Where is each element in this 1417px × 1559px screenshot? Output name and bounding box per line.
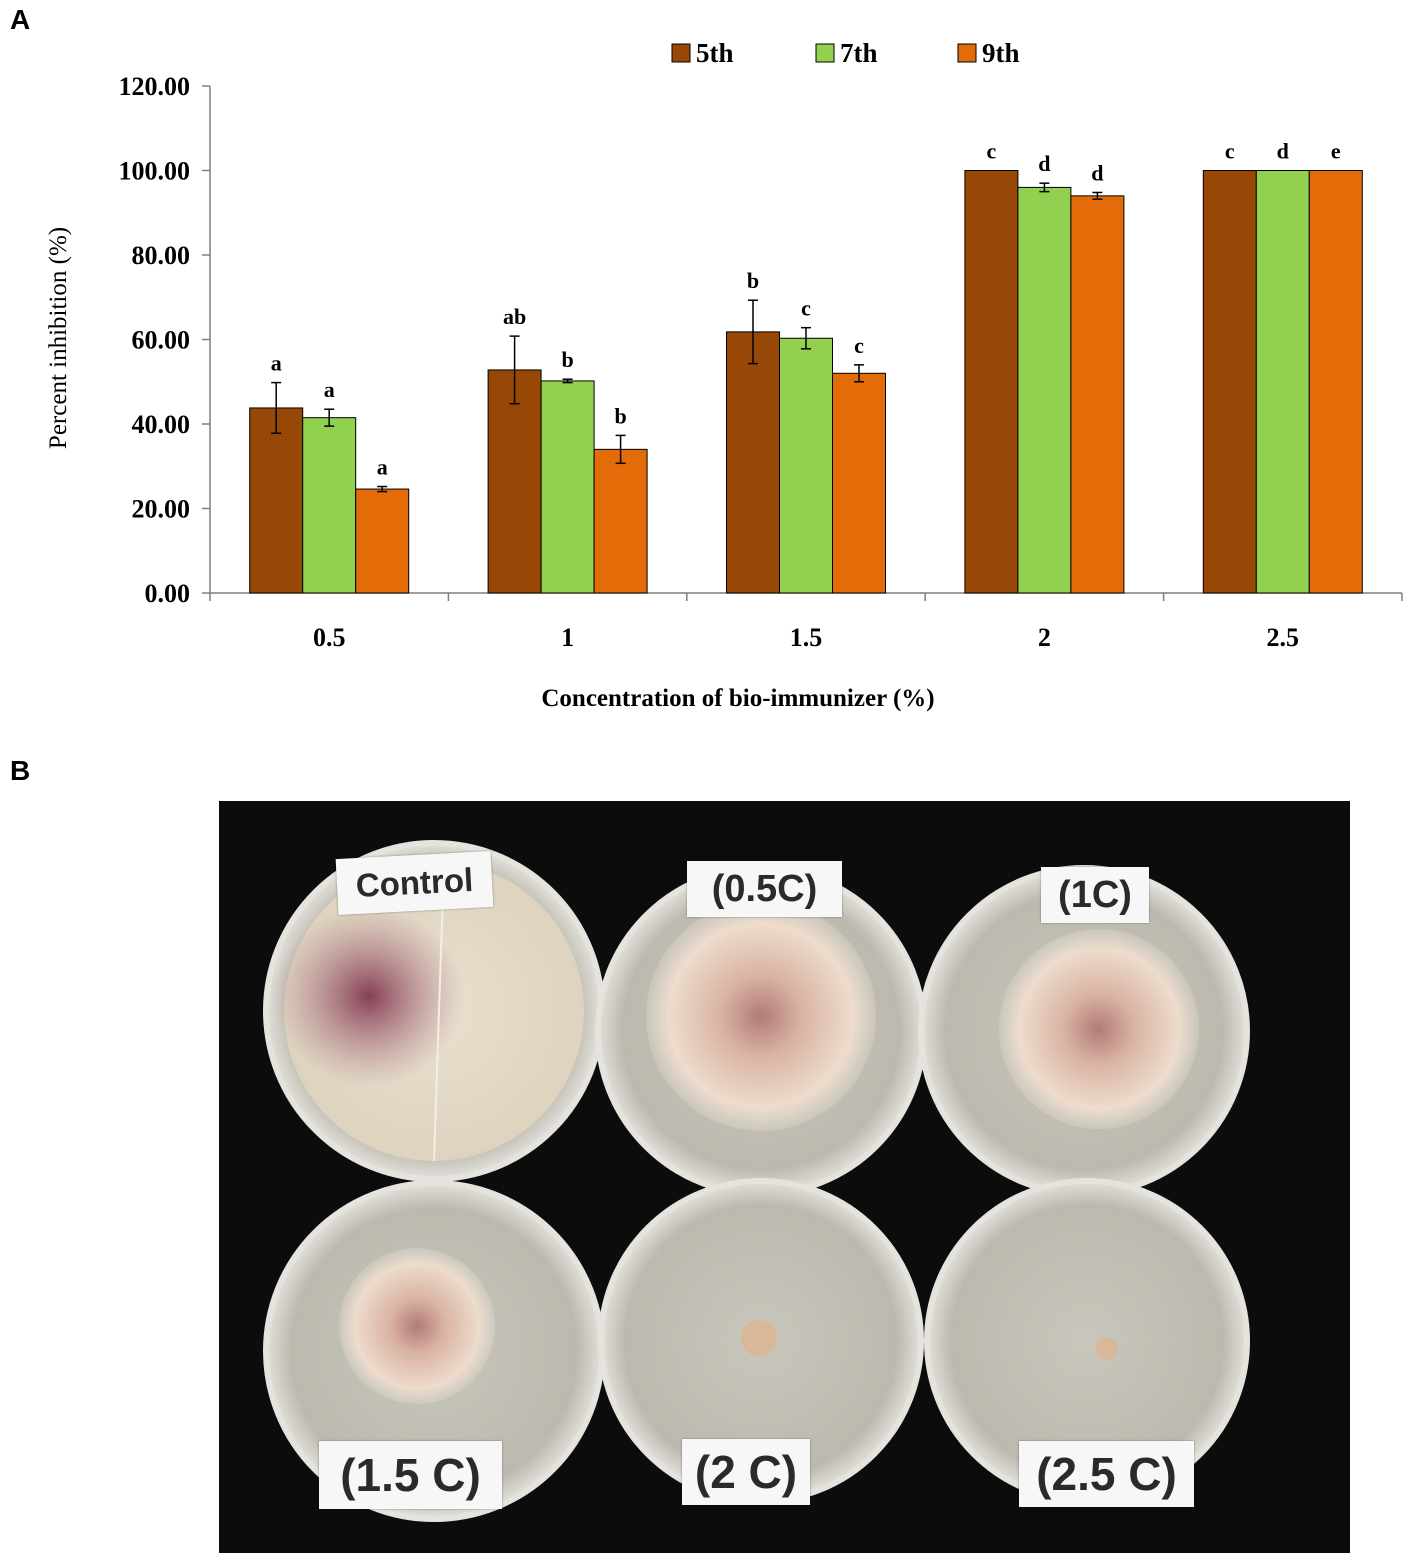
significance-letter: e <box>1331 139 1341 164</box>
significance-letter: a <box>377 455 388 480</box>
plate-label-1c: (1C) <box>1041 867 1149 923</box>
bar <box>487 369 542 594</box>
bar <box>249 407 304 594</box>
significance-letter: c <box>801 296 811 321</box>
legend-swatch <box>957 43 977 63</box>
bar-group: a a a ab b b b c c c d d c d e <box>249 139 1363 594</box>
legend-swatch <box>671 43 691 63</box>
legend-entry: 7th <box>840 38 878 68</box>
plate-1-5c <box>263 1180 605 1522</box>
plate-control <box>263 840 605 1182</box>
panel-b-label: B <box>10 755 31 786</box>
bar <box>1070 195 1125 594</box>
significance-letter: b <box>614 403 626 428</box>
plate-1c <box>918 865 1250 1197</box>
bar <box>1017 186 1072 594</box>
bar <box>964 170 1019 594</box>
legend-entry: 9th <box>982 38 1020 68</box>
y-tick-label: 20.00 <box>132 495 191 524</box>
plate-label-2-5c: (2.5 C) <box>1019 1441 1194 1507</box>
bar <box>779 337 833 594</box>
significance-letter: c <box>987 139 997 164</box>
y-tick-label: 0.00 <box>145 579 191 608</box>
significance-letter: d <box>1277 139 1289 164</box>
y-axis-label: Percent inhibition (%) <box>45 227 72 449</box>
significance-letter: a <box>324 377 335 402</box>
x-tick-label: 1 <box>561 623 574 652</box>
y-tick-label: 120.00 <box>119 72 191 101</box>
y-tick-label: 100.00 <box>119 157 191 186</box>
significance-letter: d <box>1091 160 1103 185</box>
bar <box>302 417 357 594</box>
x-axis-label: Concentration of bio-immunizer (%) <box>541 685 934 712</box>
bar <box>593 448 648 594</box>
plate-label-control: Control <box>335 850 494 916</box>
x-tick-label: 2.5 <box>1267 623 1300 652</box>
significance-letter: b <box>561 347 573 372</box>
petri-dish-illustration <box>263 840 1250 1522</box>
bar <box>1202 170 1257 594</box>
legend-entry: 5th <box>696 38 734 68</box>
panel-a-label: A <box>10 4 31 35</box>
significance-letter: a <box>271 351 282 376</box>
y-tick-label: 80.00 <box>132 241 191 270</box>
significance-letter: c <box>1225 139 1235 164</box>
bar <box>540 380 595 594</box>
bar <box>1255 170 1310 594</box>
significance-letter: c <box>854 333 864 358</box>
petri-dish-photo: Control (0.5C) (1C) (1.5 C) (2 C) (2.5 C… <box>219 801 1350 1553</box>
x-tick-label: 2 <box>1038 623 1051 652</box>
bar <box>832 372 886 594</box>
bar <box>1308 170 1363 594</box>
bar-chart: 5th 7th 9th 0.00 20.00 40.00 60.00 80.00 100.00… <box>45 38 1403 712</box>
plate-label-1-5c: (1.5 C) <box>319 1441 502 1509</box>
bar <box>355 488 410 594</box>
x-tick-label: 1.5 <box>790 623 823 652</box>
chart-legend: 5th 7th 9th <box>671 38 1020 68</box>
plate-label-0-5c: (0.5C) <box>687 861 842 917</box>
x-tick-label: 0.5 <box>313 623 346 652</box>
significance-letter: b <box>747 268 759 293</box>
bar <box>726 331 780 594</box>
plate-0-5c <box>595 865 927 1197</box>
plate-label-2c: (2 C) <box>682 1439 810 1505</box>
significance-letter: ab <box>503 304 526 329</box>
x-axis: 0.5 1 1.5 2 2.5 <box>209 592 1403 652</box>
y-tick-label: 60.00 <box>132 326 191 355</box>
y-tick-label: 40.00 <box>132 410 191 439</box>
legend-swatch <box>815 43 835 63</box>
y-axis: 0.00 20.00 40.00 60.00 80.00 100.00 120.00 <box>119 72 211 608</box>
significance-letter: d <box>1038 151 1050 176</box>
